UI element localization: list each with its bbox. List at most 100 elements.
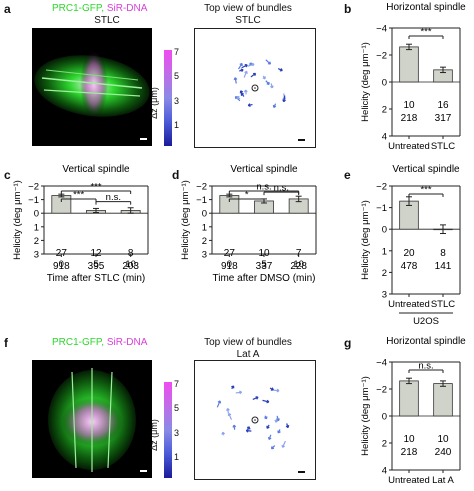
x-tick-label: 5 bbox=[93, 259, 98, 270]
colorbar-tick: 7 bbox=[174, 47, 180, 57]
x-tick-label: Untreated bbox=[388, 141, 430, 152]
legend-prc1-gfp: PRC1-GFP, bbox=[52, 3, 105, 14]
chart-e: Vertical spindle −2 −1 0 1 2 3 Helicity (deg μm… bbox=[360, 164, 461, 327]
y-tick-label: 2 bbox=[382, 105, 387, 116]
n-bundles-label: 240 bbox=[435, 447, 452, 458]
arrow-head bbox=[271, 387, 274, 391]
top-view-box-a bbox=[194, 28, 316, 148]
n-cells-label: 8 bbox=[440, 248, 446, 259]
colorbar-tick: 3 bbox=[174, 428, 180, 438]
y-axis-label: Helicity (deg μm⁻¹) bbox=[12, 180, 23, 260]
y-tick-label: 2 bbox=[34, 236, 39, 247]
chart-d: Vertical spindle −2 −1 0 1 2 3 Helicity (deg μm… bbox=[180, 164, 317, 284]
arrow-head bbox=[283, 99, 286, 103]
legend-f: PRC1-GFP, SiR-DNA bbox=[52, 337, 147, 348]
arrow-head bbox=[268, 437, 272, 441]
significance-label: *** bbox=[420, 185, 431, 196]
panel-label-c: c bbox=[4, 168, 11, 182]
arrow-head bbox=[266, 426, 270, 429]
bundle-arrow bbox=[247, 63, 255, 67]
bundle-arrow bbox=[282, 440, 286, 448]
y-tick-label: −4 bbox=[376, 358, 387, 369]
arrow-head bbox=[273, 105, 277, 108]
scale-bar-top-f bbox=[298, 471, 305, 473]
y-tick-label: 3 bbox=[382, 290, 387, 301]
significance-label: *** bbox=[90, 182, 101, 193]
n-bundles-label: 228 bbox=[290, 261, 307, 272]
significance-label: n.s. bbox=[274, 183, 289, 194]
n-bundles-label: 218 bbox=[401, 447, 418, 458]
arrow-head bbox=[240, 68, 244, 71]
y-tick-label: 3 bbox=[202, 250, 207, 261]
x-tick-label: 0 bbox=[59, 259, 64, 270]
panel-label-a: a bbox=[4, 2, 11, 16]
colorbar-axis-label: Δz (μm) bbox=[148, 87, 159, 119]
x-tick-label: 5 bbox=[261, 259, 266, 270]
y-tick-label: 0 bbox=[382, 412, 387, 423]
colorbar-tick: 1 bbox=[174, 452, 180, 462]
y-tick-label: 2 bbox=[382, 439, 387, 450]
x-axis-label: Time after STLC (min) bbox=[47, 273, 146, 284]
x-tick-label: Untreated bbox=[388, 299, 430, 310]
significance-label: n.s. bbox=[106, 192, 121, 203]
chart-b: Horizontal spindle −4 −2 0 2 4 Helicity (deg μ… bbox=[360, 2, 466, 152]
y-tick-label: 1 bbox=[382, 246, 387, 257]
scale-bar-top-a bbox=[298, 139, 305, 141]
arrow-head bbox=[287, 425, 290, 428]
significance-label: n.s. bbox=[418, 361, 433, 372]
n-cells-label: 27 bbox=[56, 248, 68, 259]
y-tick-label: 1 bbox=[202, 222, 207, 233]
bar bbox=[219, 195, 240, 214]
y-tick-label: −2 bbox=[376, 385, 387, 396]
colorbar-f bbox=[164, 382, 172, 478]
n-bundles-label: 141 bbox=[435, 261, 452, 272]
top-view-condition-f: Lat A bbox=[236, 349, 260, 360]
arrow-head bbox=[244, 70, 248, 74]
arrow-head bbox=[217, 400, 221, 403]
x-tick-label: STLC bbox=[431, 299, 455, 310]
chart-title: Vertical spindle bbox=[392, 164, 460, 175]
y-tick-label: 1 bbox=[34, 222, 39, 233]
top-view-title-a: Top view of bundles bbox=[204, 3, 292, 14]
x-axis-label: Time after DMSO (min) bbox=[213, 273, 316, 284]
significance-label: n.s. bbox=[256, 182, 271, 193]
arrow-head bbox=[226, 408, 229, 411]
y-tick-label: 4 bbox=[382, 132, 387, 143]
n-cells-label: 16 bbox=[437, 100, 449, 111]
n-bundles-label: 218 bbox=[401, 113, 418, 124]
top-view-condition-a: STLC bbox=[235, 15, 261, 26]
y-tick-label: −4 bbox=[376, 24, 387, 35]
y-axis-label: Helicity (deg μm⁻¹) bbox=[180, 180, 191, 260]
colorbar-a bbox=[164, 50, 172, 146]
bundle-arrow bbox=[216, 400, 221, 408]
arrow-head bbox=[239, 62, 243, 66]
significance-label: * bbox=[245, 190, 249, 201]
arrow-head bbox=[278, 431, 281, 434]
colorbar-axis-label: Δz (μm) bbox=[148, 419, 159, 451]
significance-label: *** bbox=[73, 190, 84, 201]
y-axis-label: Helicity (deg μm⁻¹) bbox=[360, 42, 371, 122]
spindle-axis-marker bbox=[251, 416, 259, 424]
y-tick-label: −1 bbox=[196, 195, 207, 206]
y-tick-label: 0 bbox=[34, 209, 39, 220]
arrow-head bbox=[276, 388, 280, 392]
n-cells-label: 7 bbox=[296, 248, 302, 259]
bundle-arrows-a bbox=[233, 59, 287, 108]
n-cells-label: 12 bbox=[90, 248, 102, 259]
arrow-head bbox=[271, 85, 274, 89]
y-axis-label: Helicity (deg μm⁻¹) bbox=[360, 200, 371, 280]
bundle-arrow bbox=[237, 63, 243, 70]
arrow-head bbox=[247, 104, 251, 107]
legend-prc1-gfp: PRC1-GFP, bbox=[52, 337, 105, 348]
y-tick-label: −2 bbox=[376, 182, 387, 193]
arrow-head bbox=[245, 430, 249, 433]
bar bbox=[433, 383, 453, 417]
chart-title: Horizontal spindle bbox=[386, 2, 466, 13]
bar bbox=[399, 380, 419, 417]
n-cells-label: 10 bbox=[403, 434, 415, 445]
n-bundles-label: 918 bbox=[53, 261, 70, 272]
legend-a: PRC1-GFP, SiR-DNA bbox=[52, 3, 147, 14]
arrow-head bbox=[282, 445, 285, 448]
spindle-axis-dot bbox=[254, 87, 256, 89]
